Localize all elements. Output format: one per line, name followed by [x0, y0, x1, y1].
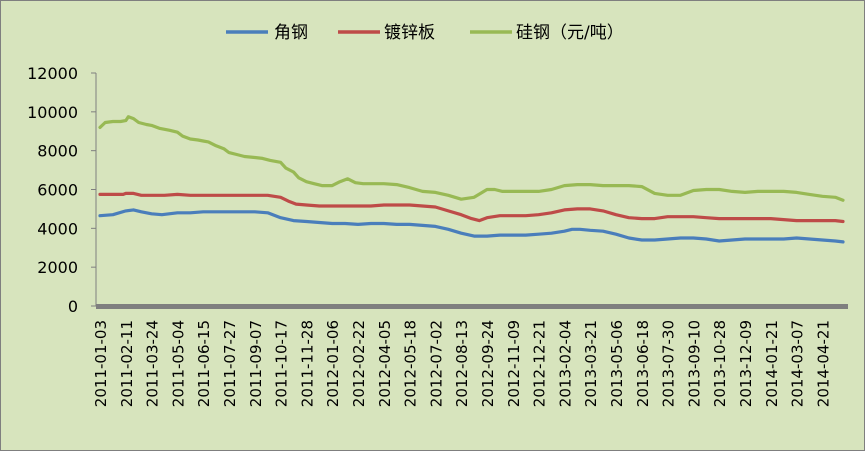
x-tick-label: 2011-07-27 — [221, 320, 239, 407]
x-tick-label: 2013-06-18 — [634, 320, 652, 407]
x-tick-label: 2011-01-03 — [92, 320, 110, 407]
x-axis: 2011-01-03 2011-02-11 2011-03-24 2011-05-04… — [92, 304, 848, 407]
x-tick-label: 2013-09-10 — [685, 320, 703, 407]
x-tick-label: 2012-12-21 — [531, 320, 549, 407]
x-tick-label: 2012-01-06 — [324, 320, 342, 407]
y-tick-label: 12000 — [27, 64, 78, 83]
x-tick-label: 2012-02-22 — [350, 320, 368, 407]
x-tick-label: 2011-02-11 — [118, 320, 136, 407]
series-line-1 — [98, 208, 845, 244]
y-tick-label: 4000 — [37, 219, 78, 238]
y-tick-label: 8000 — [37, 142, 78, 161]
x-tick-label: 2011-11-28 — [298, 320, 316, 407]
legend: 角钢 镀锌板 硅钢（元/吨） — [226, 23, 624, 43]
x-tick-label: 2014-01-21 — [763, 320, 781, 407]
x-tick-label: 2013-07-30 — [660, 320, 678, 407]
y-tick-label: 10000 — [27, 103, 78, 122]
x-tick-label: 2013-12-09 — [737, 320, 755, 407]
legend-label-1: 角钢 — [274, 23, 308, 43]
x-tick-label: 2011-09-07 — [247, 320, 265, 407]
x-tick-label: 2012-05-18 — [402, 320, 420, 407]
x-axis-band — [96, 304, 848, 309]
x-tick-label: 2011-03-24 — [144, 320, 162, 407]
x-tick-label: 2011-10-17 — [273, 320, 291, 407]
series-line-2 — [98, 191, 845, 224]
x-tick-label: 2012-04-05 — [376, 320, 394, 407]
x-tick-label: 2012-08-13 — [453, 320, 471, 407]
plot-series — [98, 115, 845, 244]
series-line-3 — [98, 115, 845, 202]
x-tick-label: 2013-10-28 — [711, 320, 729, 407]
x-tick-label: 2011-06-15 — [195, 320, 213, 407]
x-tick-label: 2012-07-02 — [427, 320, 445, 407]
x-tick-label: 2013-03-21 — [582, 320, 600, 407]
x-tick-label: 2014-04-21 — [814, 320, 832, 407]
y-tick-label: 0 — [68, 297, 78, 316]
x-tick-label: 2012-09-24 — [479, 320, 497, 407]
x-tick-label: 2012-11-09 — [505, 320, 523, 407]
x-tick-label: 2014-03-07 — [789, 320, 807, 407]
y-axis: 0 2000 4000 6000 8000 10000 12000 — [27, 64, 97, 316]
y-tick-label: 6000 — [37, 181, 78, 200]
y-tick-label: 2000 — [37, 258, 78, 277]
x-tick-label: 2011-05-04 — [169, 320, 187, 407]
x-tick-label: 2013-05-06 — [608, 320, 626, 407]
legend-label-2: 镀锌板 — [384, 23, 435, 43]
x-tick-label: 2013-02-04 — [556, 320, 574, 407]
legend-label-3: 硅钢（元/吨） — [516, 23, 624, 43]
